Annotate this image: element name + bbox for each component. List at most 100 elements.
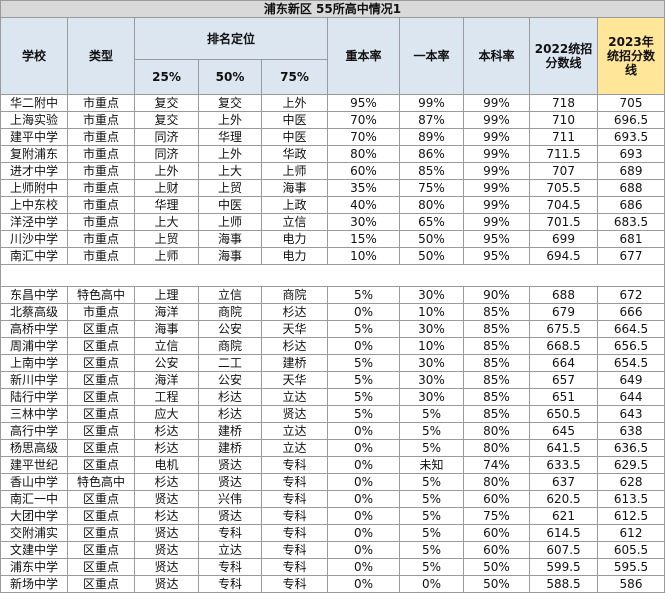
data-cell: 未知 xyxy=(400,457,464,474)
data-cell: 50% xyxy=(400,231,464,248)
cell-text: 海洋 xyxy=(154,305,179,319)
data-cell: 上理 xyxy=(135,287,199,304)
cell-text: 643 xyxy=(619,407,643,421)
data-cell: 0% xyxy=(328,525,400,542)
data-cell: 北蔡高级 xyxy=(0,304,68,321)
data-cell: 70% xyxy=(328,129,400,146)
cell-text: 612 xyxy=(619,526,643,540)
cell-text: 市重点 xyxy=(82,232,119,246)
cell-text: 建平世纪 xyxy=(9,458,58,472)
data-cell: 大团中学 xyxy=(0,508,68,525)
data-cell: 5% xyxy=(328,321,400,338)
data-cell: 上南中学 xyxy=(0,355,68,372)
data-cell: 南汇一中 xyxy=(0,491,68,508)
cell-text: 商院 xyxy=(217,305,242,319)
data-cell: 杉达 xyxy=(262,338,328,355)
header-subcell: 25% xyxy=(135,60,199,95)
data-cell: 上外 xyxy=(262,95,328,112)
data-cell: 60% xyxy=(464,542,530,559)
data-cell: 99% xyxy=(464,197,530,214)
data-cell: 10% xyxy=(400,304,464,321)
data-cell: 99% xyxy=(464,112,530,129)
cell-text: 市重点 xyxy=(82,305,119,319)
cell-text: 86% xyxy=(418,147,445,161)
header-cell: 2022统招 分数线 xyxy=(530,18,598,95)
data-cell: 711 xyxy=(530,129,598,146)
cell-text: 立信 xyxy=(154,339,179,353)
data-cell: 区重点 xyxy=(68,491,135,508)
data-cell: 海事 xyxy=(199,248,262,265)
cell-text: 50% xyxy=(418,249,445,263)
cell-text: 电力 xyxy=(282,249,307,263)
cell-text: 10% xyxy=(350,249,377,263)
cell-text: 50% xyxy=(483,560,510,574)
data-cell: 637 xyxy=(530,474,598,491)
header-cell: 一本率 xyxy=(400,18,464,95)
data-cell: 688 xyxy=(530,287,598,304)
data-cell: 5% xyxy=(328,355,400,372)
cell-text: 专科 xyxy=(282,560,307,574)
cell-text: 612.5 xyxy=(613,509,649,523)
data-cell: 上大 xyxy=(199,163,262,180)
cell-text: 89% xyxy=(418,130,445,144)
data-cell: 海事 xyxy=(199,231,262,248)
data-cell: 海洋 xyxy=(135,304,199,321)
data-cell: 区重点 xyxy=(68,406,135,423)
cell-text: 80% xyxy=(483,424,510,438)
data-cell: 650.5 xyxy=(530,406,598,423)
cell-text: 区重点 xyxy=(82,322,119,336)
cell-text: 30% xyxy=(418,356,445,370)
data-cell: 贤达 xyxy=(135,559,199,576)
data-cell: 专科 xyxy=(262,474,328,491)
cell-text: 中医 xyxy=(282,113,307,127)
cell-text: 681 xyxy=(619,232,643,246)
data-cell: 5% xyxy=(400,491,464,508)
data-cell: 贤达 xyxy=(199,508,262,525)
cell-text: 杉达 xyxy=(217,407,242,421)
data-cell: 南汇中学 xyxy=(0,248,68,265)
cell-text: 621 xyxy=(552,509,575,523)
cell-text: 上外 xyxy=(217,113,242,127)
cell-text: 上师 xyxy=(154,249,179,263)
data-cell: 进才中学 xyxy=(0,163,68,180)
data-cell: 704.5 xyxy=(530,197,598,214)
cell-text: 95% xyxy=(350,96,377,110)
cell-text: 上师 xyxy=(217,215,242,229)
cell-text: 5% xyxy=(353,288,374,302)
data-cell: 0% xyxy=(328,304,400,321)
data-cell: 立达 xyxy=(199,542,262,559)
data-cell: 75% xyxy=(464,508,530,525)
cell-text: 0% xyxy=(353,509,374,523)
data-cell: 杉达 xyxy=(135,474,199,491)
cell-text: 专科 xyxy=(282,458,307,472)
cell-text: 上南中学 xyxy=(9,356,58,370)
data-cell: 电力 xyxy=(262,231,328,248)
data-cell: 30% xyxy=(400,389,464,406)
cell-text: 公安 xyxy=(154,356,179,370)
data-cell: 5% xyxy=(400,406,464,423)
data-cell: 654.5 xyxy=(598,355,665,372)
data-cell: 建桥 xyxy=(262,355,328,372)
cell-text: 专科 xyxy=(217,526,242,540)
data-cell: 兴伟 xyxy=(199,491,262,508)
cell-text: 2023年 xyxy=(608,35,654,49)
cell-text: 30% xyxy=(418,322,445,336)
data-cell: 市重点 xyxy=(68,197,135,214)
data-cell: 专科 xyxy=(262,457,328,474)
cell-text: 5% xyxy=(421,407,442,421)
data-cell: 商院 xyxy=(199,304,262,321)
data-cell: 80% xyxy=(464,474,530,491)
cell-text: 80% xyxy=(418,198,445,212)
cell-text: 80% xyxy=(483,475,510,489)
cell-text: 电力 xyxy=(282,232,307,246)
cell-text: 5% xyxy=(353,407,374,421)
header-cell: 本科率 xyxy=(464,18,530,95)
cell-text: 0% xyxy=(353,339,374,353)
data-cell: 上师 xyxy=(135,248,199,265)
data-cell: 0% xyxy=(328,559,400,576)
data-cell: 市重点 xyxy=(68,163,135,180)
cell-text: 区重点 xyxy=(82,424,119,438)
cell-text: 市重点 xyxy=(82,198,119,212)
cell-text: 693 xyxy=(619,147,643,161)
data-cell: 市重点 xyxy=(68,180,135,197)
